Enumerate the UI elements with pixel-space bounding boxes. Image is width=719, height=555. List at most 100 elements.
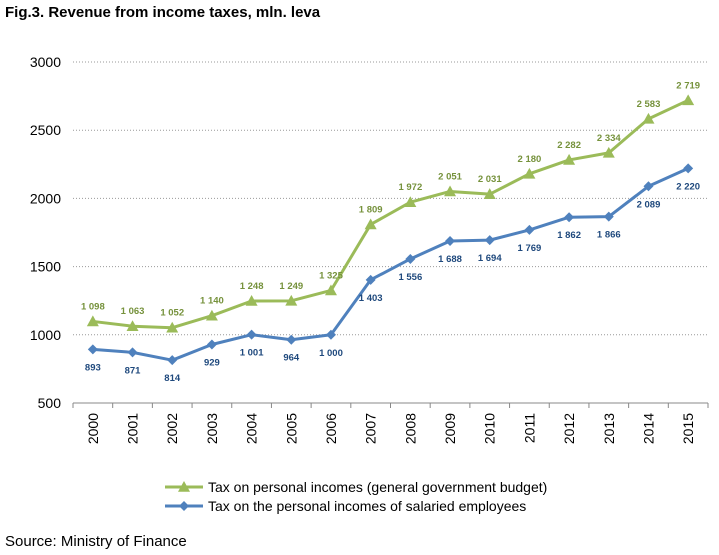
data-point-blue [127, 347, 138, 358]
y-tick-label: 1000 [30, 327, 61, 343]
data-point-green [86, 315, 99, 327]
data-label-blue: 871 [125, 365, 142, 376]
data-label-blue: 929 [204, 357, 220, 368]
data-label-green: 1 809 [359, 204, 383, 215]
legend-marker-green [178, 481, 190, 492]
data-point-green [205, 309, 218, 321]
data-label-blue: 2 220 [676, 181, 700, 192]
data-label-blue: 1 000 [319, 348, 343, 359]
data-point-green [642, 112, 655, 124]
data-point-blue [445, 235, 456, 246]
data-labels: 1 098 1 063 1 052 1 140 1 248 1 249 1 325 1 809… [81, 80, 700, 384]
data-point-blue [286, 334, 297, 345]
x-tick-label: 2001 [125, 413, 141, 444]
x-tick-label: 2011 [521, 413, 537, 443]
data-label-green: 1 249 [279, 281, 303, 292]
data-label-green: 1 063 [121, 306, 145, 317]
x-tick-label: 2005 [283, 413, 299, 444]
x-tick-label: 2015 [680, 413, 696, 444]
data-label-green: 1 140 [200, 296, 224, 307]
y-tick-label: 2500 [30, 122, 61, 138]
axes: 500 1000 1500 2000 2500 3000 2000 2001 2002 2003 2… [30, 54, 709, 444]
data-label-blue: 1 688 [438, 254, 462, 265]
data-point-blue [405, 253, 416, 264]
y-tick-label: 3000 [30, 54, 61, 70]
series-lines [86, 94, 695, 366]
data-point-green [563, 153, 576, 165]
series-line-blue [92, 167, 689, 362]
y-tick-label: 1500 [30, 259, 61, 275]
data-label-green: 2 282 [557, 140, 581, 151]
x-tick-label: 2010 [482, 413, 498, 444]
data-label-blue: 1 403 [359, 293, 383, 304]
data-point-blue [564, 212, 575, 223]
y-tick-label: 2000 [30, 190, 61, 206]
data-label-blue: 1 862 [557, 230, 581, 241]
data-label-blue: 2 089 [637, 199, 661, 210]
x-tick-label: 2006 [323, 413, 339, 444]
source-note: Source: Ministry of Finance [5, 533, 187, 550]
data-label-green: 1 325 [319, 270, 343, 281]
data-point-blue [643, 181, 654, 192]
data-point-blue [206, 339, 217, 350]
x-tick-label: 2008 [402, 413, 418, 444]
data-label-green: 1 248 [240, 281, 264, 292]
x-tick-label: 2014 [640, 413, 656, 444]
data-point-green [324, 284, 337, 296]
data-label-green: 2 583 [637, 99, 661, 110]
chart-title: Fig.3. Revenue from income taxes, mln. l… [5, 4, 321, 21]
data-point-green [444, 185, 457, 197]
data-label-green: 2 051 [438, 171, 462, 182]
legend-marker-blue [179, 501, 189, 511]
legend: Tax on personal incomes (general governm… [165, 479, 547, 514]
data-label-green: 1 972 [398, 182, 422, 193]
gridlines [73, 61, 708, 336]
data-label-blue: 1 694 [478, 253, 502, 264]
legend-label-green: Tax on personal incomes (general governm… [208, 479, 547, 495]
data-point-blue [683, 163, 694, 174]
y-tick-label: 500 [38, 395, 62, 411]
data-point-green [483, 188, 496, 199]
data-label-blue: 893 [85, 362, 101, 373]
data-point-green [285, 294, 298, 306]
data-point-green [126, 320, 139, 332]
x-tick-label: 2002 [164, 413, 180, 444]
data-point-blue [167, 355, 178, 366]
data-label-green: 1 052 [160, 308, 184, 319]
data-label-blue: 814 [164, 373, 181, 384]
x-tick-label: 2003 [204, 413, 220, 444]
x-tick-label: 2013 [601, 413, 617, 444]
data-label-blue: 964 [283, 353, 300, 364]
data-point-blue [365, 274, 376, 285]
data-label-blue: 1 001 [240, 348, 264, 359]
data-point-green [602, 146, 615, 158]
data-point-blue [524, 224, 535, 235]
data-label-blue: 1 866 [597, 230, 621, 241]
x-tick-label: 2009 [442, 413, 458, 444]
data-point-green [523, 167, 536, 179]
data-label-green: 2 334 [597, 133, 621, 144]
x-tick-label: 2004 [244, 413, 260, 444]
data-point-blue [603, 211, 614, 222]
data-label-green: 2 031 [478, 174, 502, 185]
data-point-green [245, 294, 258, 306]
data-label-green: 2 180 [518, 154, 542, 165]
data-point-blue [246, 329, 257, 340]
data-point-green [404, 196, 417, 208]
series-line-green [92, 98, 689, 330]
data-label-blue: 1 769 [518, 243, 542, 254]
x-tick-label: 2012 [561, 413, 577, 444]
data-label-green: 1 098 [81, 301, 105, 312]
x-tick-label: 2007 [363, 413, 379, 444]
data-point-blue [87, 344, 98, 355]
x-tick-label: 2000 [85, 413, 101, 444]
data-label-green: 2 719 [676, 80, 700, 91]
data-label-blue: 1 556 [398, 272, 422, 283]
legend-label-blue: Tax on the personal incomes of salaried … [208, 498, 526, 514]
data-point-blue [325, 329, 336, 340]
data-point-green [166, 321, 179, 333]
data-point-green [682, 94, 695, 106]
data-point-green [364, 218, 377, 230]
data-point-blue [484, 235, 495, 246]
